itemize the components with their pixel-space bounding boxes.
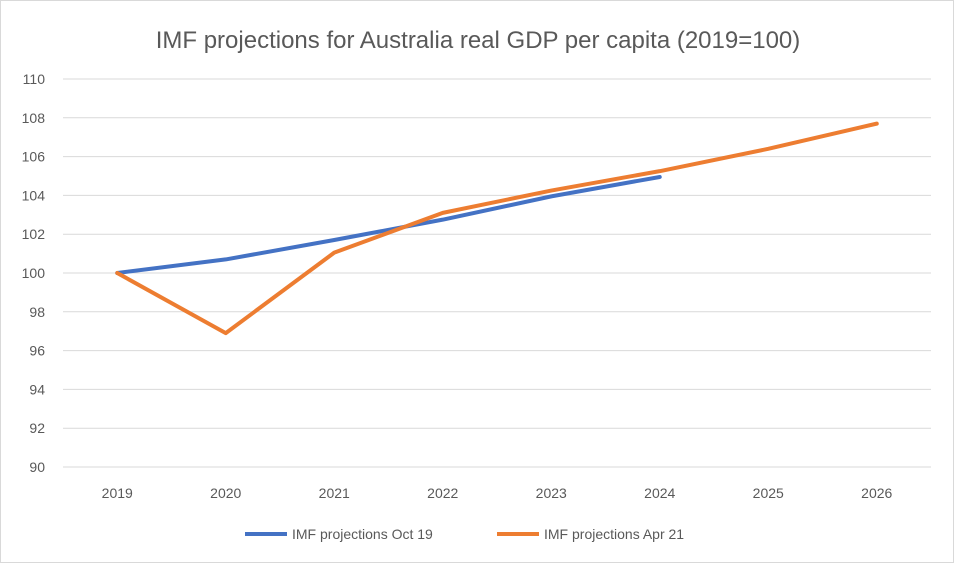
y-tick-label: 96 xyxy=(29,343,45,359)
y-tick-label: 98 xyxy=(29,304,45,320)
legend-label: IMF projections Oct 19 xyxy=(292,526,433,542)
x-tick-label: 2023 xyxy=(536,485,567,501)
x-tick-label: 2025 xyxy=(753,485,784,501)
x-tick-label: 2021 xyxy=(319,485,350,501)
y-tick-label: 106 xyxy=(22,149,46,165)
x-tick-label: 2020 xyxy=(210,485,241,501)
y-tick-label: 94 xyxy=(29,381,45,397)
y-tick-label: 110 xyxy=(23,71,46,87)
y-tick-label: 100 xyxy=(22,265,46,281)
x-tick-label: 2022 xyxy=(427,485,458,501)
y-tick-label: 102 xyxy=(22,226,46,242)
x-tick-label: 2024 xyxy=(644,485,675,501)
chart-title: IMF projections for Australia real GDP p… xyxy=(156,27,801,54)
y-tick-label: 92 xyxy=(29,420,45,436)
series-line-2 xyxy=(115,121,879,336)
x-tick-label: 2026 xyxy=(861,485,892,501)
x-tick-label: 2019 xyxy=(102,485,133,501)
series-line-1 xyxy=(115,174,662,275)
y-tick-label: 108 xyxy=(22,110,46,126)
legend-label: IMF projections Apr 21 xyxy=(544,526,684,542)
y-tick-label: 90 xyxy=(29,459,45,475)
y-tick-label: 104 xyxy=(22,187,46,203)
